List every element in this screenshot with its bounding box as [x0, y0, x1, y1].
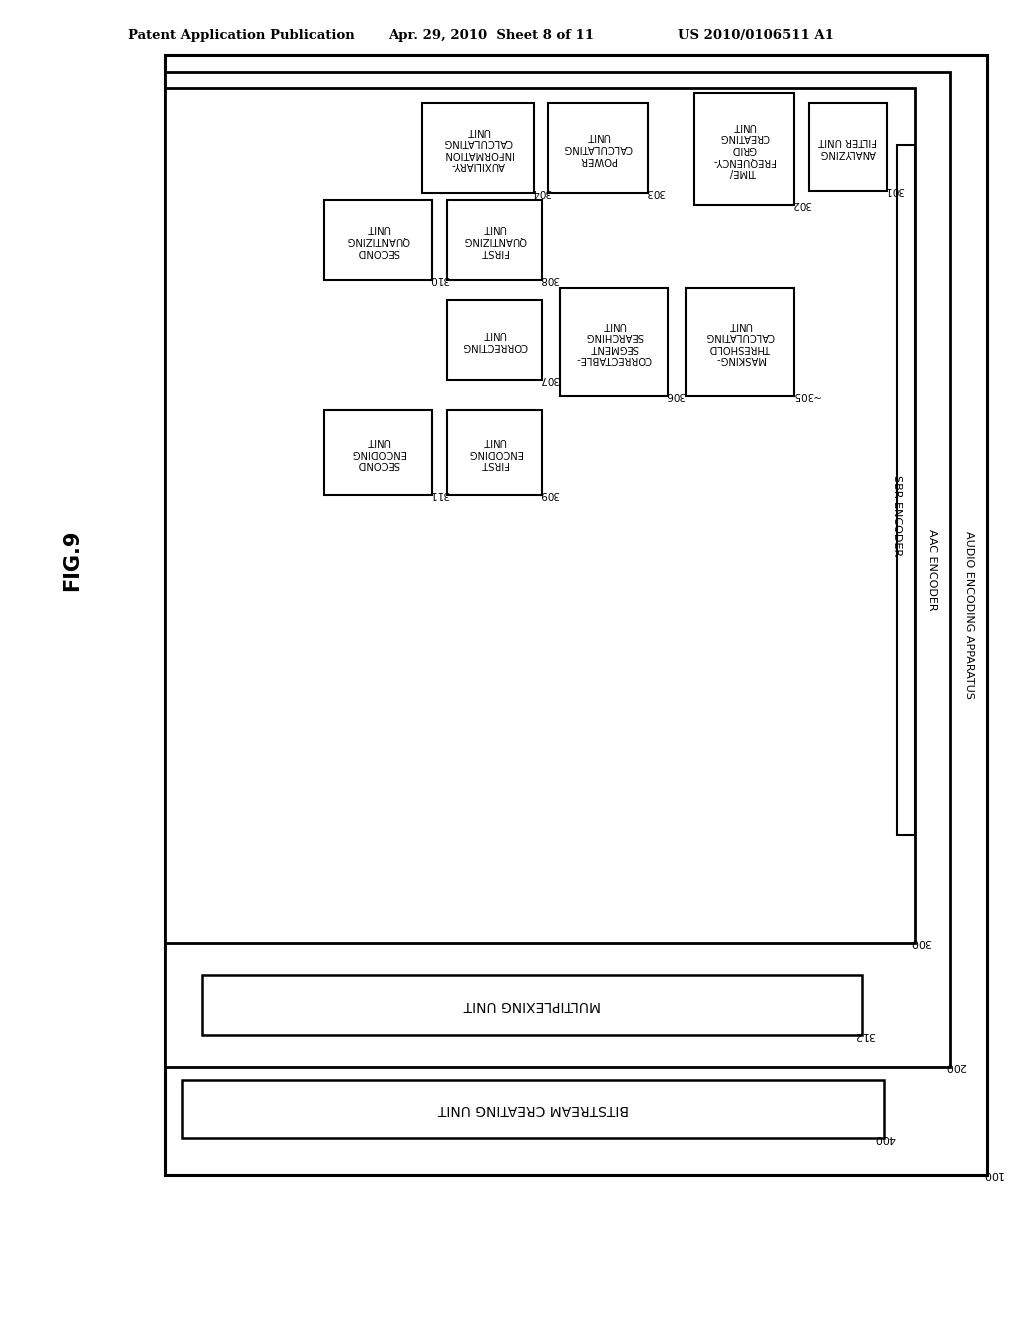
Text: SECOND
ENCODING
UNIT: SECOND ENCODING UNIT	[351, 436, 406, 469]
Text: FIRST
ENCODING
UNIT: FIRST ENCODING UNIT	[467, 436, 521, 469]
Bar	[897, 145, 915, 836]
Text: SBR ENCODER: SBR ENCODER	[892, 475, 902, 556]
Bar	[165, 55, 987, 1175]
Text: 312: 312	[854, 1030, 876, 1040]
Text: ~305: ~305	[791, 389, 819, 400]
Bar	[202, 975, 862, 1035]
Text: 100: 100	[982, 1170, 1002, 1179]
Text: AUXILIARY-
INFORMATION
CALCULATING
UNIT: AUXILIARY- INFORMATION CALCULATING UNIT	[443, 125, 513, 170]
Text: SECOND
QUANTIZING
UNIT: SECOND QUANTIZING UNIT	[346, 223, 410, 256]
Text: AAC ENCODER: AAC ENCODER	[927, 529, 937, 610]
Text: 306: 306	[665, 389, 685, 400]
Bar	[324, 411, 432, 495]
Bar	[165, 73, 950, 1067]
Text: BITSTREAM CREATING UNIT: BITSTREAM CREATING UNIT	[437, 1102, 629, 1115]
Bar	[548, 103, 648, 193]
Bar	[182, 1080, 884, 1138]
Text: 300: 300	[910, 937, 931, 946]
Text: 301: 301	[884, 185, 904, 195]
Text: 304: 304	[531, 187, 551, 197]
Text: TIME/
FREQUENCY-
GRID
CREATING
UNIT: TIME/ FREQUENCY- GRID CREATING UNIT	[713, 121, 775, 177]
Text: 200: 200	[945, 1061, 966, 1071]
Text: US 2010/0106511 A1: US 2010/0106511 A1	[678, 29, 834, 41]
Text: FIG.9: FIG.9	[62, 529, 82, 591]
Text: 302: 302	[791, 199, 811, 209]
Text: 308: 308	[539, 275, 559, 284]
Bar	[447, 201, 542, 280]
Text: CORRECTABLE-
SEGMENT
SEARCHING
UNIT: CORRECTABLE- SEGMENT SEARCHING UNIT	[577, 319, 652, 364]
Text: 310: 310	[429, 275, 449, 284]
Bar	[694, 92, 794, 205]
Bar	[809, 103, 887, 191]
Text: CORRECTING
UNIT: CORRECTING UNIT	[462, 329, 527, 351]
Text: 400: 400	[874, 1133, 895, 1143]
Text: Apr. 29, 2010  Sheet 8 of 11: Apr. 29, 2010 Sheet 8 of 11	[388, 29, 594, 41]
Text: 309: 309	[539, 488, 559, 499]
Text: 311: 311	[429, 488, 449, 499]
Text: MASKING-
THRESHOLD
CALCULATING
UNIT: MASKING- THRESHOLD CALCULATING UNIT	[706, 319, 775, 364]
Text: ANALYZING
FILTER UNIT: ANALYZING FILTER UNIT	[818, 136, 878, 158]
Text: 303: 303	[645, 187, 665, 197]
Text: 307: 307	[539, 374, 559, 384]
Text: MULTIPLEXING UNIT: MULTIPLEXING UNIT	[463, 998, 601, 1012]
Text: AUDIO ENCODING APPARATUS: AUDIO ENCODING APPARATUS	[964, 531, 974, 698]
Bar	[447, 411, 542, 495]
Bar	[324, 201, 432, 280]
Text: Patent Application Publication: Patent Application Publication	[128, 29, 354, 41]
Bar	[686, 288, 794, 396]
Bar	[447, 300, 542, 380]
Bar	[165, 88, 915, 942]
Text: POWER
CALCULATING
UNIT: POWER CALCULATING UNIT	[563, 132, 633, 165]
Text: FIRST
QUANTIZING
UNIT: FIRST QUANTIZING UNIT	[463, 223, 526, 256]
Bar	[422, 103, 534, 193]
Bar	[560, 288, 668, 396]
